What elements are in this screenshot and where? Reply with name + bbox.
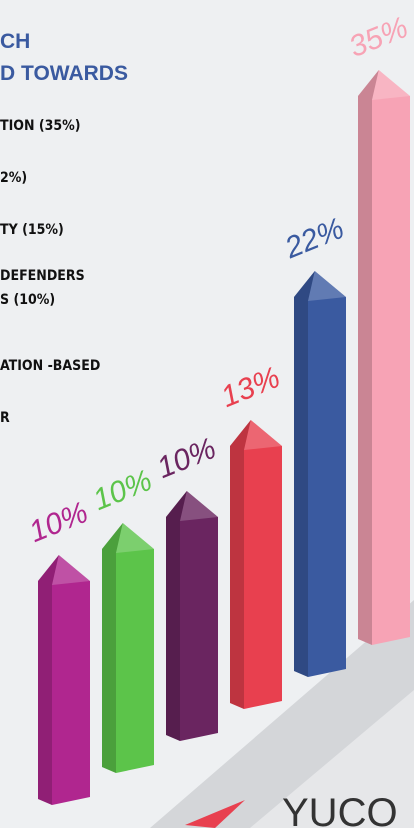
bar-tip	[308, 271, 346, 301]
legend-item: TION (35%)	[0, 118, 81, 134]
bar-tip	[372, 70, 410, 100]
bar	[102, 523, 154, 773]
bar-side	[166, 491, 187, 741]
legend-item: 2%)	[0, 170, 27, 186]
legend: TION (35%) 2%) TY (15%) DEFENDERS S (10%) ATI…	[0, 118, 100, 426]
legend-item: S (10%)	[0, 292, 55, 308]
bar	[166, 491, 218, 741]
bar-tip	[244, 420, 282, 450]
legend-item: ATION -BASED	[0, 358, 100, 374]
bar-side	[38, 555, 59, 805]
logo-mark	[185, 800, 245, 828]
value-label: 10%	[89, 464, 157, 517]
logo: YUCO	[282, 791, 398, 828]
bar	[38, 555, 90, 805]
bar-side	[294, 271, 315, 677]
value-label: 10%	[25, 496, 93, 549]
bar-tip	[52, 555, 90, 585]
bar	[294, 271, 346, 677]
legend-item: TY (15%)	[0, 222, 64, 238]
legend-item: R	[0, 410, 10, 426]
bar-side	[358, 70, 379, 645]
value-label: 13%	[217, 361, 285, 414]
bar-tip	[180, 491, 218, 521]
value-label: 35%	[345, 11, 413, 64]
floor-light	[250, 690, 414, 828]
bars: 10%10%10%13%22%35%	[25, 11, 413, 805]
value-label: 22%	[280, 212, 349, 265]
value-label: 10%	[153, 432, 221, 485]
bar	[230, 420, 282, 709]
bar-tip	[116, 523, 154, 553]
bar	[358, 70, 410, 645]
bar-side	[102, 523, 123, 773]
title-line: CH	[0, 30, 30, 53]
legend-item: DEFENDERS	[0, 268, 85, 284]
bar-side	[230, 420, 251, 709]
title-line: D TOWARDS	[0, 62, 128, 85]
